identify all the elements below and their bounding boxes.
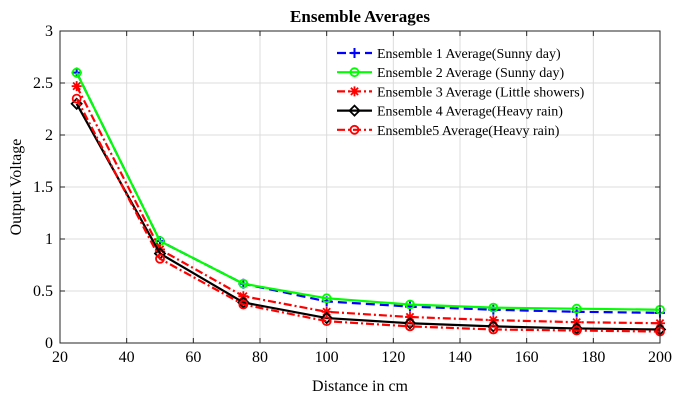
x-tick-label: 160 [515,349,539,366]
data-point-marker [570,322,583,335]
legend-entry: Ensemble 1 Average(Sunny day) [337,47,561,62]
data-point-marker [571,325,582,336]
legend-entry: Ensemble 4 Average(Heavy rain) [337,104,563,120]
x-tick-label: 120 [381,349,405,366]
y-tick-label: 1.5 [33,179,53,196]
series-line [75,72,661,311]
legend-label: Ensemble 4 Average(Heavy rain) [377,105,563,120]
axis-ticks: 20 40 60 80 100 120 140 160 180 200 0 0.5 1 1.5 2 2.5 3 [33,23,672,366]
y-tick-label: 0 [45,335,53,352]
data-point-marker [320,311,333,325]
data-point-marker [349,67,360,78]
data-point-marker [488,302,499,313]
data-point-marker [238,299,249,310]
x-tick-label: 60 [185,349,201,366]
data-point-marker [321,293,332,304]
data-point-marker [71,81,82,92]
legend-entry: Ensemble 2 Average (Sunny day) [337,66,564,81]
grid-lines [60,31,660,343]
data-point-marker [349,48,360,58]
y-tick-label: 1 [45,231,53,248]
data-point-marker [71,93,82,104]
legend-label: Ensemble 2 Average (Sunny day) [377,66,564,81]
data-point-marker [349,124,360,135]
data-point-marker [571,303,582,314]
y-axis-label: Output Voltage [8,139,25,236]
y-tick-label: 2.5 [33,75,53,92]
data-point-marker [405,321,415,332]
data-point-marker [348,104,361,117]
y-tick-label: 0.5 [33,283,53,300]
data-point-marker [321,316,332,327]
legend-label: Ensemble5 Average(Heavy rain) [377,124,560,139]
series-5 [71,93,665,337]
legend-entry: Ensemble5 Average(Heavy rain) [337,124,560,139]
x-tick-label: 100 [315,349,339,366]
series-line [75,98,661,333]
legend-label: Ensemble 3 Average (Little showers) [377,85,585,100]
x-tick-label: 80 [252,349,268,366]
x-tick-label: 180 [581,349,605,366]
data-point-marker [488,324,499,335]
chart-title: Ensemble Averages [290,7,430,26]
data-point-marker [405,299,415,310]
data-point-marker [349,86,360,97]
legend-entry: Ensemble 3 Average (Little showers) [337,85,585,100]
data-point-marker [403,316,417,330]
series-line [75,85,661,325]
data-point-marker [238,278,249,289]
legend: Ensemble 1 Average(Sunny day) Ensemble 2 … [337,47,585,139]
x-tick-label: 140 [448,349,472,366]
legend-label: Ensemble 1 Average(Sunny day) [377,47,561,62]
data-point-marker [71,67,82,78]
x-tick-label: 200 [648,349,672,366]
y-tick-label: 3 [45,23,53,40]
x-axis-label: Distance in cm [312,378,409,395]
x-tick-label: 40 [119,349,135,366]
y-tick-label: 2 [45,127,53,144]
data-point-marker [237,296,250,309]
series-4 [70,97,667,336]
series-line [75,103,661,331]
series-layer [70,67,667,337]
data-point-marker [487,320,500,333]
x-tick-label: 20 [52,349,68,366]
data-point-marker [155,253,165,264]
